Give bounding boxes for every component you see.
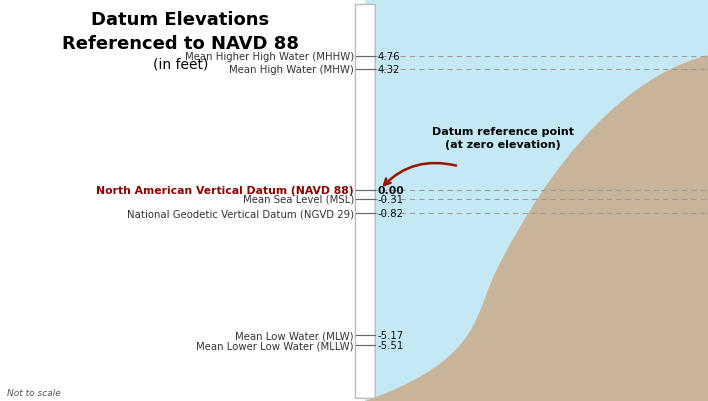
Text: Mean Sea Level (MSL): Mean Sea Level (MSL) [243,194,354,205]
Polygon shape [0,0,365,401]
Text: -0.82: -0.82 [377,209,404,219]
Text: -5.51: -5.51 [377,340,404,350]
Text: Datum Elevations: Datum Elevations [91,11,270,28]
Text: Mean High Water (MHW): Mean High Water (MHW) [229,65,354,75]
Text: -5.17: -5.17 [377,331,404,341]
Text: Referenced to NAVD 88: Referenced to NAVD 88 [62,34,299,53]
Text: 4.32: 4.32 [377,65,400,75]
Polygon shape [365,0,708,401]
Text: 0.00: 0.00 [377,186,404,196]
Polygon shape [365,0,708,401]
Text: Mean Lower Low Water (MLLW): Mean Lower Low Water (MLLW) [196,340,354,350]
Text: National Geodetic Vertical Datum (NGVD 29): National Geodetic Vertical Datum (NGVD 2… [127,209,354,219]
Text: Mean Higher High Water (MHHW): Mean Higher High Water (MHHW) [185,52,354,62]
Text: (in feet): (in feet) [153,57,208,71]
Text: Not to scale: Not to scale [7,388,61,397]
Text: -0.31: -0.31 [377,194,404,205]
Text: Mean Low Water (MLW): Mean Low Water (MLW) [235,331,354,341]
FancyBboxPatch shape [355,6,375,398]
Text: 4.76: 4.76 [377,52,400,62]
Text: North American Vertical Datum (NAVD 88): North American Vertical Datum (NAVD 88) [96,186,354,196]
Text: Datum reference point
(at zero elevation): Datum reference point (at zero elevation… [432,126,573,149]
FancyArrowPatch shape [384,164,456,186]
